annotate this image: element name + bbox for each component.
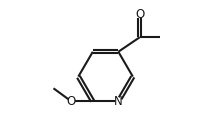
Text: N: N bbox=[114, 95, 123, 108]
Text: O: O bbox=[135, 8, 144, 21]
Text: O: O bbox=[67, 95, 76, 108]
